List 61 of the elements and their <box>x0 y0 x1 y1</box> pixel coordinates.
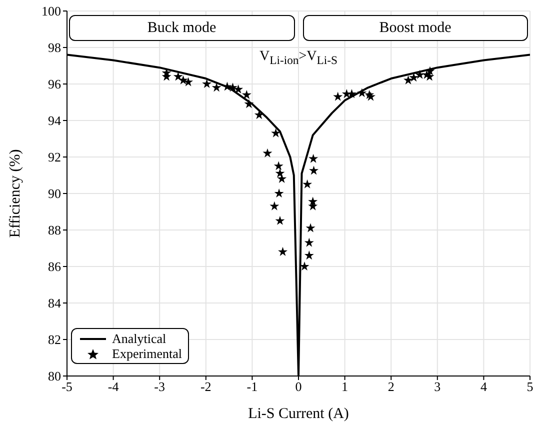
point <box>403 75 413 84</box>
x-tick-label: 5 <box>526 379 534 394</box>
point <box>184 77 194 86</box>
point <box>304 238 314 247</box>
x-tick-label: 3 <box>434 379 441 394</box>
point <box>173 72 183 81</box>
point <box>309 166 319 175</box>
point <box>333 92 343 101</box>
point <box>254 110 264 120</box>
y-tick-label: 94 <box>48 113 62 128</box>
point <box>271 128 281 138</box>
y-tick-label: 100 <box>42 4 61 19</box>
y-tick-label: 88 <box>48 222 61 238</box>
point <box>278 246 288 256</box>
point <box>274 161 284 170</box>
mode-box: Buck mode <box>69 15 294 41</box>
point <box>262 148 272 158</box>
x-tick-label: -5 <box>62 379 72 394</box>
y-tick-label: 96 <box>48 76 62 92</box>
point <box>242 90 252 99</box>
point <box>304 250 314 260</box>
point <box>302 179 312 188</box>
legend-label: Experimental <box>112 346 182 361</box>
point <box>228 82 238 92</box>
point <box>244 99 254 108</box>
x-axis-title: Li-S Current (A) <box>248 406 349 422</box>
point <box>270 201 280 210</box>
point <box>300 262 310 271</box>
y-tick-label: 84 <box>48 296 62 311</box>
y-tick-label: 98 <box>48 40 61 56</box>
point <box>234 84 244 94</box>
x-tick-label: -1 <box>246 379 258 394</box>
point <box>202 79 212 88</box>
mode-box: Boost mode <box>302 15 528 41</box>
annotation: Buck mode <box>147 20 216 36</box>
y-tick-label: 92 <box>48 150 61 165</box>
y-tick-label: 80 <box>48 368 61 384</box>
x-tick-label: 4 <box>480 379 488 394</box>
legend-label: Analytical <box>112 331 166 346</box>
x-tick-label: -3 <box>154 379 166 394</box>
point <box>212 82 222 92</box>
x-tick-label: 2 <box>388 379 394 394</box>
y-tick-label: 82 <box>48 332 61 348</box>
y-tick-label: 90 <box>48 186 61 202</box>
point <box>162 68 172 78</box>
x-tick-label: 0 <box>295 379 302 394</box>
y-tick-label: 86 <box>48 259 62 274</box>
y-axis-title: Efficiency (%) <box>7 149 24 238</box>
x-tick-label: -4 <box>108 379 120 394</box>
annotation: Boost mode <box>379 20 452 36</box>
annotation: V$_{Li-ion}$>V$_{Li-S}$ <box>258 49 338 67</box>
point <box>274 188 284 198</box>
point <box>277 174 287 183</box>
point <box>275 216 285 225</box>
point <box>415 70 425 79</box>
x-tick-label: -2 <box>200 379 212 394</box>
point <box>308 154 318 163</box>
point <box>306 223 316 232</box>
point <box>357 88 367 98</box>
point <box>409 72 419 82</box>
x-tick-label: 1 <box>342 379 348 394</box>
